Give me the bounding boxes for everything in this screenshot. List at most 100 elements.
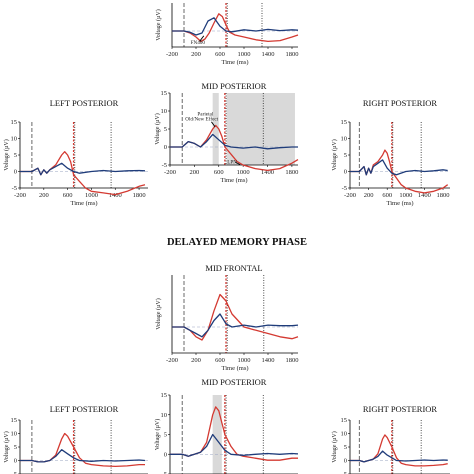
series-line-blue	[350, 159, 448, 176]
chart-title: MID FRONTAL	[205, 263, 262, 273]
x-tick-label: 1400	[109, 192, 122, 199]
y-tick-label: -5	[12, 471, 17, 474]
shaded-window	[212, 93, 219, 165]
x-tick-label: 600	[215, 357, 225, 364]
y-tick-label: 0	[164, 144, 167, 151]
y-tick-label: 0	[344, 458, 347, 465]
x-tick-label: 600	[382, 192, 392, 199]
chart-title: LEFT POSTERIOR	[50, 98, 119, 108]
x-tick-label: 1400	[418, 192, 431, 199]
series-line-blue	[20, 162, 146, 176]
x-tick-label: 1800	[286, 51, 299, 58]
series-line-blue	[350, 450, 448, 463]
y-tick-label: 5	[14, 444, 17, 451]
x-tick-label: -200	[166, 357, 178, 364]
x-tick-label: 1400	[262, 357, 275, 364]
annotation-label: LPN	[227, 160, 237, 166]
series-line-blue	[172, 17, 299, 36]
x-tick-label: 1000	[399, 192, 412, 199]
chart-title: RIGHT POSTERIOR	[363, 98, 438, 108]
x-tick-label: 1800	[286, 357, 299, 364]
series-line-red	[172, 13, 299, 43]
annotation-label: Parietal	[197, 111, 213, 117]
x-tick-label: 200	[190, 169, 200, 176]
chart-title: MID POSTERIOR	[202, 377, 267, 387]
y-tick-label: 5	[164, 432, 167, 439]
y-axis-label: Voltage (µV)	[3, 139, 10, 171]
x-tick-label: 200	[191, 357, 201, 364]
x-tick-label: 1400	[261, 169, 274, 176]
chart-top-mid: -200 200 600 1000 1400 1800 Time (ms) Voltage (…	[155, 3, 299, 66]
chart-enc-mid: -200 200 600 1000 1400 1800 -5 0 5 10 15 Time (ms) V…	[154, 81, 298, 184]
x-tick-label: 1000	[85, 192, 98, 199]
y-tick-label: 15	[161, 90, 168, 97]
annotation-arrow	[199, 35, 205, 42]
y-tick-label: -5	[342, 185, 347, 192]
y-tick-label: 15	[341, 119, 348, 126]
chart-title: RIGHT POSTERIOR	[363, 404, 438, 414]
shaded-window	[226, 93, 295, 165]
x-tick-label: 1800	[133, 192, 146, 199]
series-line-red	[170, 406, 298, 461]
y-tick-label: 0	[14, 169, 17, 176]
x-tick-label: -200	[344, 192, 356, 199]
x-tick-label: -200	[14, 192, 26, 199]
chart-del-mid: -5 0 5 10 15 Voltage (µV) MID POSTERIOR	[154, 377, 299, 474]
annotation-arrow	[235, 161, 241, 166]
annotation-label: FN400	[191, 40, 206, 46]
y-tick-label: 10	[11, 136, 18, 143]
x-axis-label: Time (ms)	[70, 200, 97, 207]
x-tick-label: -200	[164, 169, 176, 176]
y-tick-label: 10	[161, 412, 168, 419]
x-tick-label: -200	[166, 51, 178, 58]
y-tick-label: -5	[342, 471, 347, 474]
y-tick-label: 15	[11, 119, 18, 126]
annotation-arrow	[211, 121, 216, 128]
y-tick-label: 5	[164, 126, 167, 133]
annotation-label: Old/New Effect	[185, 115, 218, 122]
y-tick-label: 10	[11, 431, 18, 438]
phase-title: DELAYED MEMORY PHASE	[167, 237, 307, 248]
y-tick-label: 10	[341, 136, 348, 143]
x-tick-label: 200	[39, 192, 49, 199]
shaded-window	[212, 395, 222, 474]
y-tick-label: 5	[344, 444, 347, 451]
y-axis-label: Voltage (µV)	[154, 113, 161, 145]
x-tick-label: 1000	[237, 169, 250, 176]
x-axis-label: Time (ms)	[221, 365, 248, 372]
series-line-red	[172, 293, 299, 341]
y-tick-label: 15	[161, 392, 168, 399]
x-axis-label: Time (ms)	[386, 200, 413, 207]
y-tick-label: -5	[162, 162, 167, 169]
y-tick-label: 5	[14, 152, 17, 159]
y-axis-label: Voltage (µV)	[154, 419, 161, 451]
x-tick-label: 1400	[262, 51, 275, 58]
chart-title: MID POSTERIOR	[202, 81, 267, 91]
y-tick-label: 15	[341, 417, 348, 424]
x-tick-label: 1800	[437, 192, 450, 199]
y-tick-label: -5	[12, 185, 17, 192]
y-axis-label: Voltage (µV)	[331, 139, 338, 171]
series-line-blue	[170, 133, 298, 150]
series-line-blue	[170, 433, 299, 457]
y-tick-label: 0	[164, 451, 167, 458]
x-tick-label: 200	[191, 51, 201, 58]
series-line-blue	[172, 313, 299, 338]
x-tick-label: 600	[214, 169, 224, 176]
y-axis-label: Voltage (µV)	[331, 431, 338, 463]
y-tick-label: 0	[344, 169, 347, 176]
x-tick-label: 200	[364, 192, 374, 199]
y-axis-label: Voltage (µV)	[155, 9, 162, 41]
x-axis-label: Time (ms)	[220, 177, 247, 184]
chart-enc-left: -200 200 600 1000 1400 1800 -5 0 5 10 15 Time (ms) V…	[3, 98, 148, 207]
x-tick-label: 1000	[238, 51, 251, 58]
chart-del-frontal: -200 200 600 1000 1400 1800 Time (ms) Voltage (…	[155, 263, 299, 372]
y-tick-label: 0	[14, 458, 17, 465]
x-tick-label: 600	[63, 192, 73, 199]
series-line-blue	[20, 449, 146, 463]
chart-enc-right: -200 200 600 1000 1400 1800 -5 0 5 10 15 Time (ms) V…	[331, 98, 450, 207]
x-tick-label: 1800	[285, 169, 298, 176]
y-tick-label: -5	[162, 471, 167, 474]
